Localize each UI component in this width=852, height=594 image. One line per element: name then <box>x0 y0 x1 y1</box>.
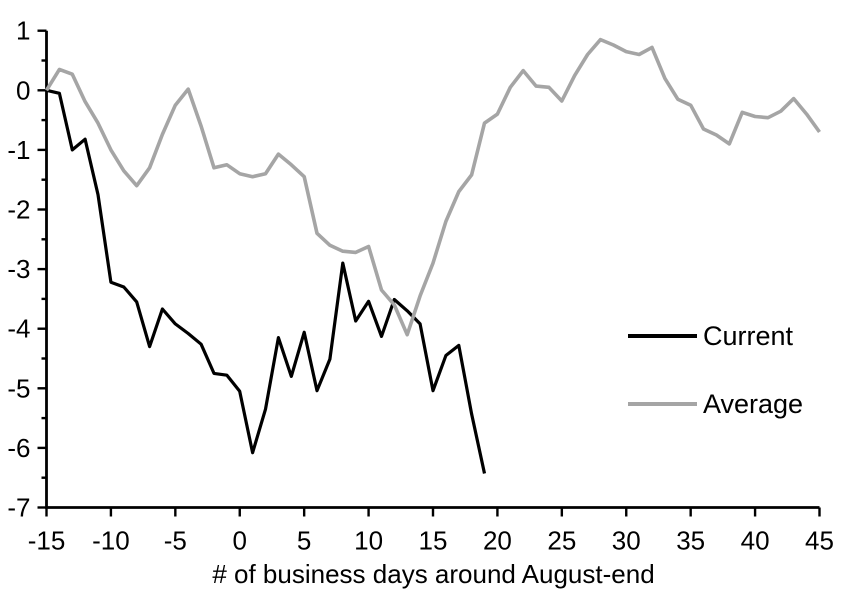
x-tick-label: 35 <box>676 526 705 556</box>
y-tick-label: -4 <box>7 314 30 344</box>
y-tick-label: 0 <box>16 75 30 105</box>
x-tick-label: -5 <box>164 526 187 556</box>
x-tick-label: 45 <box>805 526 834 556</box>
x-tick-label: 40 <box>741 526 770 556</box>
axis-lines <box>45 30 820 509</box>
y-tick-label: -5 <box>7 373 30 403</box>
y-tick-label: -1 <box>7 135 30 165</box>
x-tick-label: 10 <box>354 526 383 556</box>
y-tick-label: 1 <box>16 16 30 46</box>
x-tick-label: 5 <box>297 526 311 556</box>
y-tick-label: -6 <box>7 433 30 463</box>
series-average-line <box>44 37 821 337</box>
x-tick-label: 30 <box>612 526 641 556</box>
x-tick-label: 20 <box>483 526 512 556</box>
x-axis-title: # of business days around August-end <box>212 559 655 589</box>
x-tick-label: 15 <box>419 526 448 556</box>
x-tick-label: 0 <box>233 526 247 556</box>
x-tick-label: -10 <box>92 526 130 556</box>
y-tick-label: -7 <box>7 493 30 523</box>
x-tick-label: -15 <box>28 526 66 556</box>
y-tick-label: -3 <box>7 254 30 284</box>
x-tick-label: 25 <box>547 526 576 556</box>
series-current-line <box>46 88 487 474</box>
y-tick-label: -2 <box>7 195 30 225</box>
